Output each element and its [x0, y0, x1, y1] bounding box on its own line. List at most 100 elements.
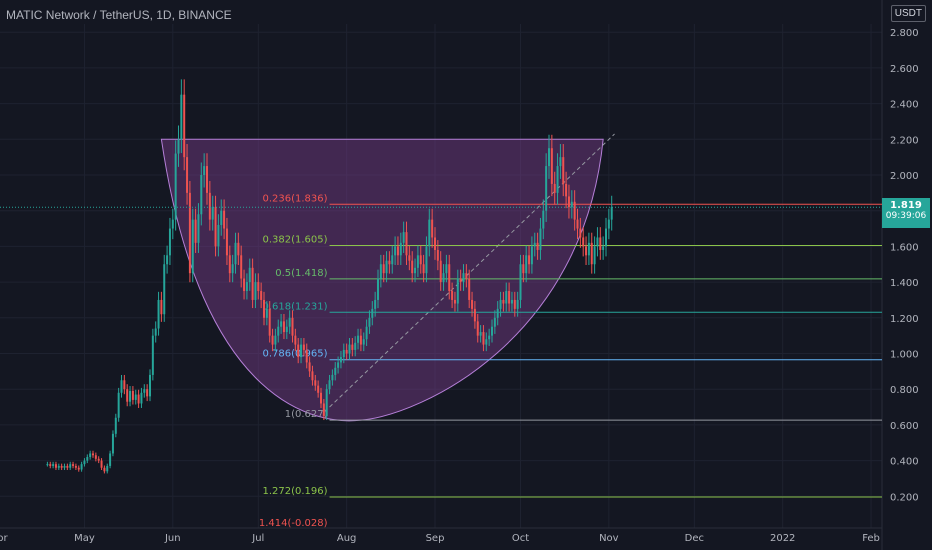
candle-body [154, 328, 157, 336]
candle-body [314, 380, 317, 386]
candle-body [374, 299, 377, 309]
x-tick-label: Dec [685, 533, 704, 544]
candle-body [322, 403, 325, 416]
candle-body [479, 332, 482, 336]
candle-body [431, 219, 434, 238]
cup-pattern-shape[interactable] [160, 138, 604, 422]
candle-body [166, 255, 169, 265]
candle-body [214, 207, 217, 247]
candle-body [411, 260, 414, 274]
candle-body [74, 465, 77, 468]
candle-body [225, 228, 228, 256]
candle-body [86, 457, 89, 461]
candle-body [157, 299, 160, 329]
candle-body [436, 249, 439, 261]
candle-body [300, 344, 303, 358]
currency-button[interactable]: USDT [890, 5, 926, 22]
fib-level-label: 0.5(1.418) [275, 268, 327, 279]
candle-body [308, 362, 311, 372]
candle-body [277, 326, 280, 336]
trend-line[interactable] [329, 133, 615, 408]
candle-body [197, 214, 200, 243]
candle-body [351, 344, 354, 350]
candle-body [137, 394, 140, 404]
y-tick-label: 1.000 [890, 350, 919, 361]
candle-body [414, 267, 417, 274]
x-tick-label: Feb [862, 533, 880, 544]
candle-body [339, 357, 342, 363]
candle-body [228, 255, 231, 274]
candle-body [348, 344, 351, 354]
candle-body [462, 273, 465, 283]
candle-body [596, 237, 599, 247]
candle-body [453, 299, 456, 304]
candle-body [471, 299, 474, 309]
candle-body [539, 228, 542, 250]
candle-body [268, 308, 271, 336]
candle-body [379, 264, 382, 279]
candle-body [473, 308, 476, 322]
candle-body [80, 464, 83, 470]
candle-body [111, 433, 114, 454]
candle-body [243, 278, 246, 292]
candle-body [217, 224, 220, 247]
y-tick-label: 1.600 [890, 242, 919, 253]
candle-body [371, 308, 374, 318]
candle-body [607, 219, 610, 229]
candle-body [610, 207, 613, 220]
candle-body [385, 260, 388, 274]
candle-body [311, 371, 314, 381]
candle-body [599, 237, 602, 250]
candle-body [510, 299, 513, 304]
candle-body [92, 453, 94, 456]
candle-body [499, 299, 502, 309]
candle-body [445, 264, 448, 274]
y-tick-label: 0.400 [890, 457, 919, 468]
candle-body [194, 219, 197, 243]
candle-body [149, 374, 151, 397]
candle-body [237, 242, 240, 256]
candle-body [354, 342, 357, 350]
candle-body [428, 219, 431, 247]
candle-body [271, 335, 274, 345]
candle-body [519, 264, 522, 300]
candle-body [516, 299, 519, 309]
candle-body [550, 148, 553, 184]
candle-body [177, 139, 180, 154]
candle-body [174, 153, 177, 220]
candle-body [143, 389, 146, 393]
candle-body [399, 242, 402, 256]
candle-body [377, 278, 379, 300]
x-tick-label: Jun [164, 533, 181, 544]
candle-body [331, 374, 334, 381]
candle-body [451, 291, 454, 300]
candle-body [163, 264, 166, 315]
candle-body [525, 255, 528, 274]
candle-body [590, 242, 593, 265]
fib-level-label: 1.272(0.196) [262, 486, 327, 497]
fib-level-label: 0.382(1.605) [262, 235, 327, 246]
candle-body [602, 246, 605, 250]
y-tick-label: 1.200 [890, 314, 919, 325]
candle-body [203, 166, 206, 175]
candle-body [317, 385, 320, 393]
candle-body [556, 166, 559, 193]
candle-body [553, 183, 556, 193]
candle-body [468, 278, 471, 300]
candle-body [46, 464, 49, 466]
candle-body [382, 264, 385, 274]
x-tick-label: 2022 [770, 533, 795, 544]
candle-body [405, 232, 408, 256]
last-price-tag: 1.819 09:39:06 [882, 198, 930, 228]
candle-body [134, 394, 137, 400]
candle-body [223, 210, 226, 229]
y-tick-label: 2.400 [890, 100, 919, 111]
candle-body [391, 255, 394, 265]
candle-body [522, 264, 525, 274]
x-tick-label: Sep [426, 533, 445, 544]
candle-body [120, 380, 123, 393]
candle-body [542, 210, 545, 229]
x-tick-label: Apr [0, 533, 8, 544]
candle-body [200, 175, 203, 215]
